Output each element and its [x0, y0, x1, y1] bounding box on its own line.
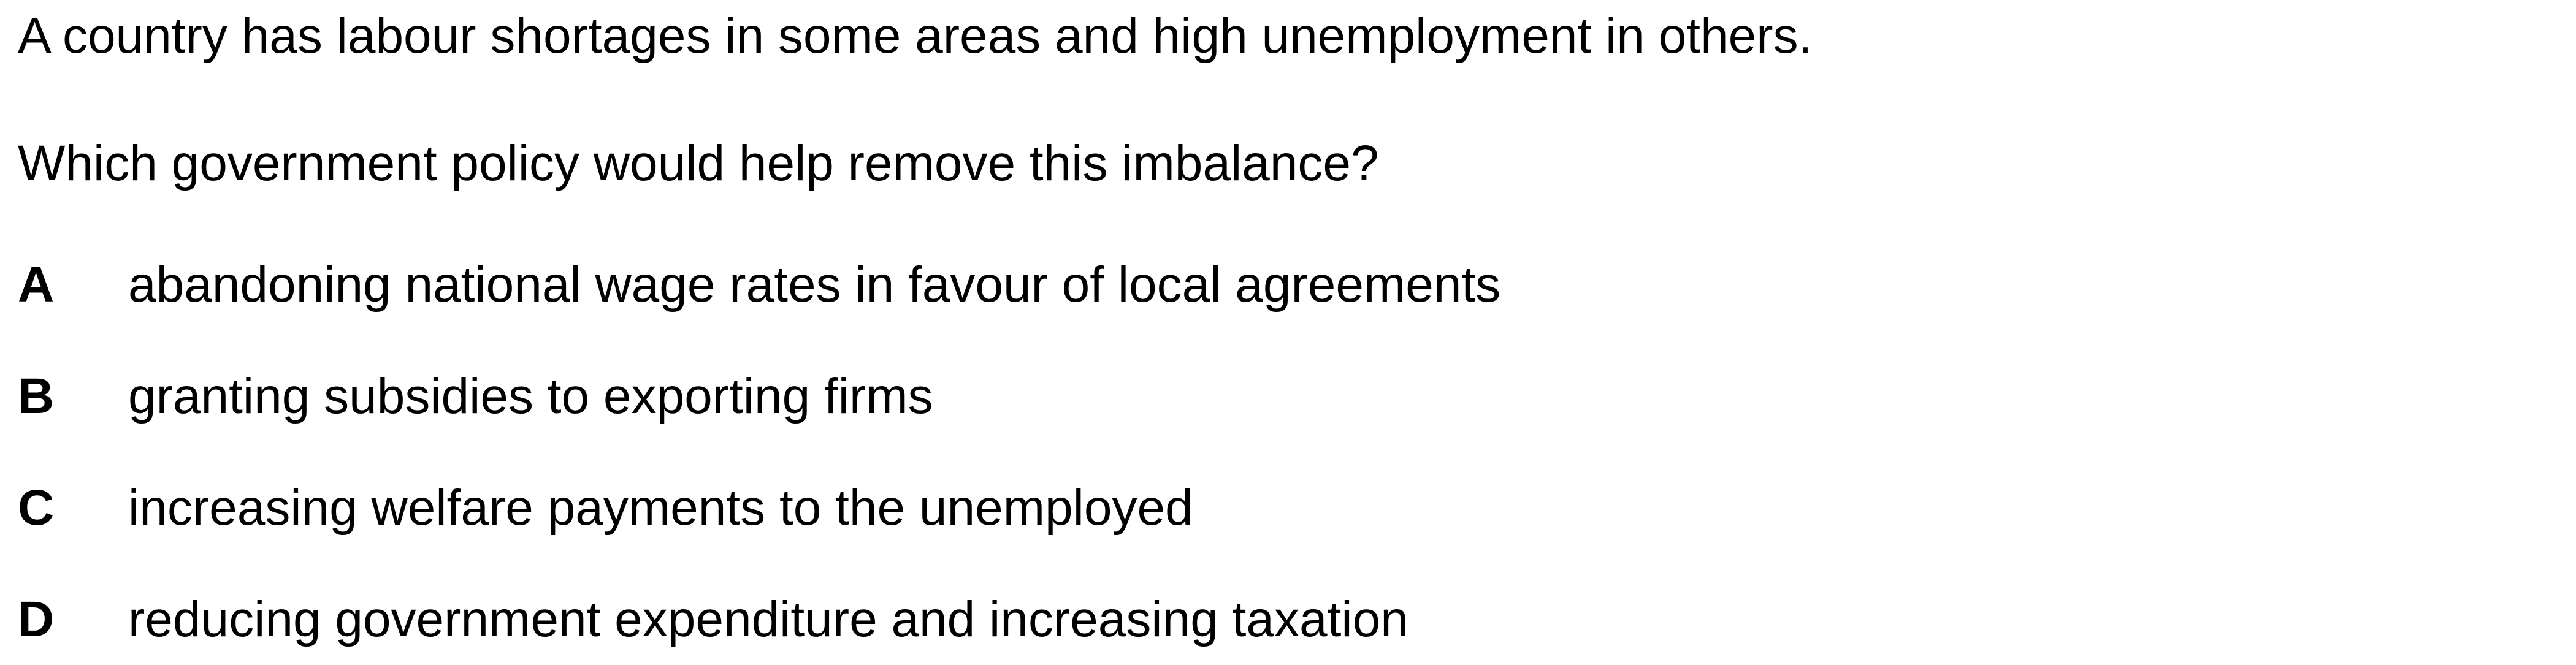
question-prompt: Which government policy would help remov… — [18, 135, 1379, 191]
answer-option-c[interactable]: C increasing welfare payments to the une… — [18, 483, 2532, 544]
option-text: granting subsidies to exporting firms — [128, 368, 933, 424]
question-context: A country has labour shortages in some a… — [18, 8, 1813, 64]
answer-option-a[interactable]: A abandoning national wage rates in favo… — [18, 260, 2532, 321]
option-text: abandoning national wage rates in favour… — [128, 257, 1501, 313]
option-letter: C — [18, 480, 55, 536]
answer-option-d[interactable]: D reducing government expenditure and in… — [18, 595, 2532, 656]
option-text: reducing government expenditure and incr… — [128, 591, 1408, 647]
option-letter: B — [18, 368, 55, 424]
option-text: increasing welfare payments to the unemp… — [128, 480, 1193, 536]
option-letter: A — [18, 257, 55, 313]
answer-option-b[interactable]: B granting subsidies to exporting firms — [18, 371, 2532, 433]
option-letter: D — [18, 591, 55, 647]
